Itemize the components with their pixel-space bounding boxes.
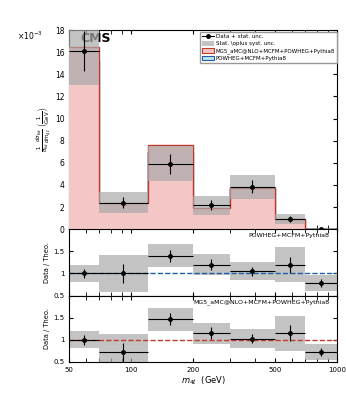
Bar [275,220,306,229]
Text: $\times 10^{-3}$: $\times 10^{-3}$ [17,30,43,42]
Bar [275,247,306,282]
Bar [99,204,147,229]
Y-axis label: $\frac{1}{\sigma_\mathrm{fid}} \frac{d\sigma_\mathrm{fid}}{dm_{4\ell}}$ $\left(\: $\frac{1}{\sigma_\mathrm{fid}} \frac{d\s… [35,107,53,152]
Y-axis label: Data / Theo.: Data / Theo. [44,308,51,349]
Text: MG5_aMC@NLO+MCFM+POWHEG+Pythia8: MG5_aMC@NLO+MCFM+POWHEG+Pythia8 [193,299,329,305]
Bar [230,175,275,198]
Bar [275,214,306,224]
Bar [193,196,230,215]
Bar [306,344,337,360]
Bar [99,192,147,213]
Bar [275,316,306,351]
Bar [230,262,275,280]
Y-axis label: Data / Theo.: Data / Theo. [44,242,51,283]
Bar [193,254,230,275]
Text: CMS: CMS [80,32,110,45]
Bar [193,323,230,344]
Text: 35.9 fb$^{-1}$ (13 TeV): 35.9 fb$^{-1}$ (13 TeV) [263,32,335,45]
Bar [99,255,147,292]
Bar [193,209,230,229]
X-axis label: $m_{4\ell}$  (GeV): $m_{4\ell}$ (GeV) [181,374,226,387]
Text: POWHEG+MCFM+Pythia8: POWHEG+MCFM+Pythia8 [248,232,329,238]
Bar [69,61,99,229]
Bar [69,331,99,348]
Bar [147,308,193,331]
Bar [69,265,99,282]
Bar [147,146,193,182]
Bar [147,244,193,267]
Bar [306,275,337,291]
Bar [99,334,147,370]
Bar [147,152,193,229]
Bar [69,17,99,85]
Legend: Data + stat. unc., Stat. \oplus syst. unc., MG5_aMC@NLO+MCFM+POWHEG+Pythia8, POW: Data + stat. unc., Stat. \oplus syst. un… [200,32,337,63]
Bar [230,188,275,229]
Bar [230,330,275,348]
